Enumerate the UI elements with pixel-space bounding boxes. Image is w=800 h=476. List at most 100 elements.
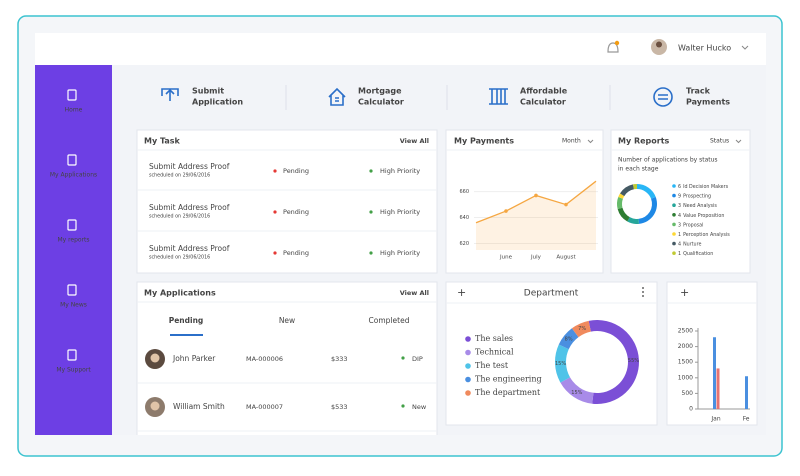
mortgage-icon[interactable] <box>328 87 346 106</box>
y-tick-label: 2500 <box>678 328 693 335</box>
action-label[interactable]: Submit <box>192 87 224 96</box>
applications-card <box>136 281 438 435</box>
legend-count: 1 <box>678 251 681 257</box>
bar <box>716 368 720 409</box>
legend-swatch <box>465 336 471 342</box>
legend-count: 3 <box>678 222 681 228</box>
legend-swatch <box>672 232 676 236</box>
donut-segment <box>638 197 657 224</box>
legend-swatch <box>465 376 471 383</box>
nav-item[interactable]: My reports <box>57 237 89 244</box>
donut-segment <box>588 320 639 405</box>
task-name: Submit Address Proof <box>149 162 230 171</box>
action-label[interactable]: Affordable <box>520 87 568 96</box>
user-menu-chevron[interactable] <box>741 45 749 50</box>
y-tick-label: 500 <box>682 390 694 397</box>
legend-name: Proposal <box>683 222 703 228</box>
value-label: 7% <box>578 326 586 332</box>
action-label[interactable]: Payments <box>686 98 730 107</box>
affordable-icon[interactable] <box>489 88 508 105</box>
task-card <box>136 129 438 274</box>
legend-swatch <box>465 349 471 356</box>
task-priority: High Priority <box>380 208 420 216</box>
legend-name: Nurture <box>683 241 701 247</box>
track-icon[interactable] <box>653 87 673 107</box>
action-label[interactable]: Application <box>192 98 243 107</box>
card-title: My Reports <box>618 137 670 146</box>
action-icons <box>161 87 673 107</box>
application-id: MA-000006 <box>246 355 283 363</box>
value-label: 15% <box>555 361 566 367</box>
more-menu[interactable] <box>642 287 644 297</box>
nav-item[interactable]: My News <box>60 302 87 309</box>
submit-icon[interactable] <box>161 88 179 101</box>
point <box>504 209 508 213</box>
legend-name: Qualification <box>683 251 713 257</box>
legend-name: Value Proposition <box>683 212 724 218</box>
view-all-link[interactable]: View All <box>400 289 429 297</box>
donut-segment <box>616 197 623 210</box>
user-name[interactable]: Walter Hucko <box>678 44 731 53</box>
legend-item: 1 Perception Analysis <box>678 232 730 238</box>
legend-item: The sales <box>475 334 513 343</box>
status-select[interactable]: Status <box>710 138 729 145</box>
add-button[interactable]: + <box>680 286 689 299</box>
bar <box>713 337 716 409</box>
task-name: Submit Address Proof <box>149 203 230 212</box>
action-label[interactable]: Calculator <box>358 98 404 107</box>
status-dot <box>273 251 277 255</box>
x-tick-label: July <box>530 255 542 261</box>
action-label[interactable]: Mortgage <box>358 87 402 96</box>
legend-item: 4 Value Proposition <box>678 212 724 218</box>
legend-item: 3 Proposal <box>678 222 703 228</box>
legend-count: 4 <box>678 212 681 218</box>
cards <box>136 129 758 435</box>
view-all-link[interactable]: View All <box>400 137 429 145</box>
action-label[interactable]: Calculator <box>520 98 566 107</box>
bars-card <box>666 281 758 426</box>
value-label: 8% <box>565 337 573 343</box>
application-status: New <box>412 403 427 411</box>
task-date: scheduled on 29/06/2016 <box>149 173 210 179</box>
add-button[interactable]: + <box>457 286 466 299</box>
legend-item: Technical <box>475 348 514 357</box>
priority-dot <box>369 251 373 255</box>
application-status: DIP <box>412 355 423 363</box>
y-tick-label: 640 <box>459 215 469 221</box>
task-priority: High Priority <box>380 167 420 175</box>
reports-subtitle: in each stage <box>618 166 659 173</box>
action-label[interactable]: Track <box>686 87 711 96</box>
tab[interactable]: Completed <box>369 316 410 325</box>
bell-icon[interactable] <box>607 42 619 53</box>
legend-item: 1 Qualification <box>678 251 713 257</box>
donut-segment <box>571 320 591 338</box>
status-dot <box>401 356 405 360</box>
legend-item: 4 Nurture <box>678 241 701 247</box>
x-tick-label: August <box>556 255 576 261</box>
donut-segment <box>560 377 594 404</box>
legend-swatch <box>672 184 676 188</box>
legend-item: 6 Id Decision Makers <box>678 184 729 190</box>
legend-swatch <box>672 251 676 255</box>
task-date: scheduled on 29/06/2016 <box>149 255 210 261</box>
nav-item[interactable]: Home <box>65 107 83 114</box>
nav-item[interactable]: My Applications <box>50 172 97 179</box>
task-status: Pending <box>283 208 309 216</box>
period-select[interactable]: Month <box>562 138 581 145</box>
app-window: Walter Hucko My Task View All My Payment… <box>35 33 766 435</box>
bar <box>745 376 748 409</box>
tab[interactable]: Pending <box>169 316 204 325</box>
bar-chart: 0 500 1000 1500 2000 2500 Jan Feb <box>678 328 750 423</box>
legend-swatch <box>672 213 676 217</box>
donut-segment <box>627 217 640 224</box>
legend-item: The department <box>475 388 541 397</box>
line-area <box>476 181 596 250</box>
nav-item[interactable]: My Support <box>56 367 91 374</box>
nav-icon <box>67 154 77 166</box>
application-id: MA-000007 <box>246 403 283 411</box>
tab[interactable]: New <box>279 316 295 325</box>
legend-count: 4 <box>678 241 681 247</box>
task-status: Pending <box>283 167 309 175</box>
